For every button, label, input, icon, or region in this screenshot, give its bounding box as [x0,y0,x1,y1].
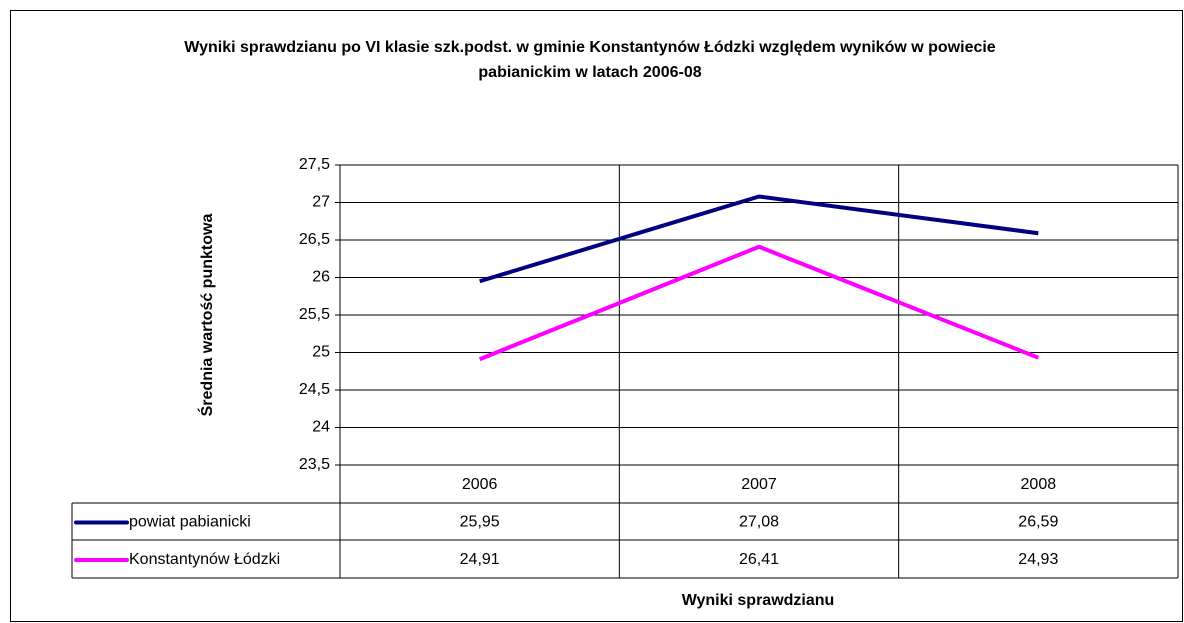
series-line [479,194,1039,284]
y-tick-label: 27 [312,194,330,211]
table-value: 27,08 [739,514,779,531]
table-value: 24,91 [460,551,500,568]
table-value: 26,59 [1018,514,1058,531]
y-tick-label: 24,5 [299,381,330,398]
x-tick-label: 2007 [741,476,777,493]
y-tick-label: 23,5 [299,456,330,473]
y-axis-label: Średnia wartość punktowa [197,214,216,417]
y-tick-label: 25,5 [299,306,330,323]
legend-label: Konstantynów Łódzki [129,551,280,568]
legend-label: powiat pabianicki [129,514,251,531]
x-tick-label: 2008 [1021,476,1057,493]
y-tick-label: 26,5 [299,231,330,248]
chart-title: Wyniki sprawdzianu po VI klasie szk.pods… [184,39,996,81]
y-tick-label: 24 [312,419,330,436]
y-tick-label: 27,5 [299,156,330,173]
table-value: 26,41 [739,551,779,568]
y-tick-label: 26 [312,269,330,286]
table-value: 25,95 [460,514,500,531]
chart-border [10,10,1183,622]
x-tick-label: 2006 [462,476,498,493]
y-tick-label: 25 [312,344,330,361]
series-line [478,244,1040,362]
x-axis-label: Wyniki sprawdzianu [682,592,835,609]
table-value: 24,93 [1018,551,1058,568]
